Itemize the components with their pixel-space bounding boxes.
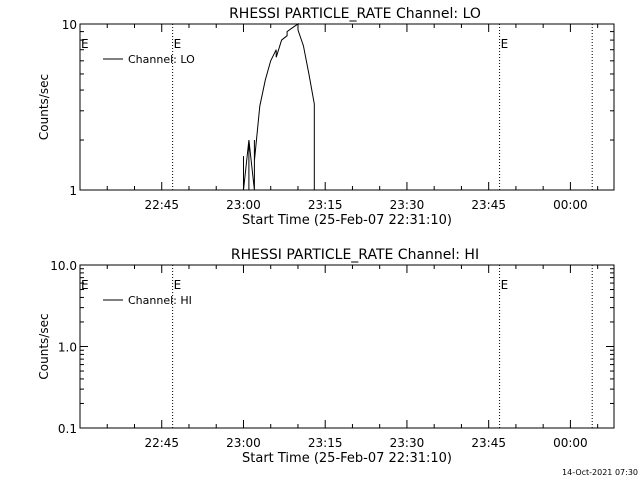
x-tick-label: 23:15: [308, 198, 343, 212]
x-tick-label: 23:15: [308, 436, 343, 450]
y-axis-label: Counts/sec: [37, 74, 51, 140]
x-axis-label: Start Time (25-Feb-07 22:31:10): [242, 451, 452, 466]
x-tick-label: 00:00: [553, 198, 588, 212]
chart-title: RHESSI PARTICLE_RATE Channel: HI: [231, 247, 479, 263]
event-marker-label: E: [501, 278, 509, 292]
y-tick-label: 10.0: [50, 259, 77, 273]
x-tick-label: 23:00: [226, 436, 261, 450]
x-tick-label: 23:45: [471, 198, 506, 212]
x-tick-label: 23:00: [226, 198, 261, 212]
x-tick-label: 22:45: [144, 198, 179, 212]
event-marker-label: E: [174, 278, 182, 292]
y-tick-label: 1.0: [58, 341, 77, 355]
panel-hi-channel: RHESSI PARTICLE_RATE Channel: HI 22:45 23:…: [37, 247, 615, 466]
y-tick-label: 0.1: [58, 422, 77, 436]
series-line: [243, 23, 315, 191]
y-tick-label: 1: [69, 184, 77, 198]
chart-title: RHESSI PARTICLE_RATE Channel: LO: [229, 6, 481, 22]
panel-lo-channel: RHESSI PARTICLE_RATE Channel: LO 22:45 23:…: [37, 6, 615, 228]
footer-timestamp: 14-Oct-2021 07:30: [562, 468, 638, 477]
y-tick-label: 10: [62, 18, 77, 32]
x-tick-label: 23:30: [390, 436, 425, 450]
legend-entry: Channel: HI: [128, 294, 192, 307]
legend-entry: Channel: LO: [128, 53, 195, 66]
x-tick-label: 23:30: [390, 198, 425, 212]
plot-frame: [79, 264, 615, 429]
event-marker-label: E: [81, 278, 89, 292]
y-axis-label: Counts/sec: [37, 313, 51, 379]
event-marker-label: E: [81, 37, 89, 51]
x-tick-label: 23:45: [471, 436, 506, 450]
x-axis-label: Start Time (25-Feb-07 22:31:10): [242, 213, 452, 228]
x-tick-label: 00:00: [553, 436, 588, 450]
event-marker-label: E: [501, 37, 509, 51]
plot-frame: [79, 23, 615, 191]
event-marker-label: E: [174, 37, 182, 51]
x-tick-label: 22:45: [144, 436, 179, 450]
